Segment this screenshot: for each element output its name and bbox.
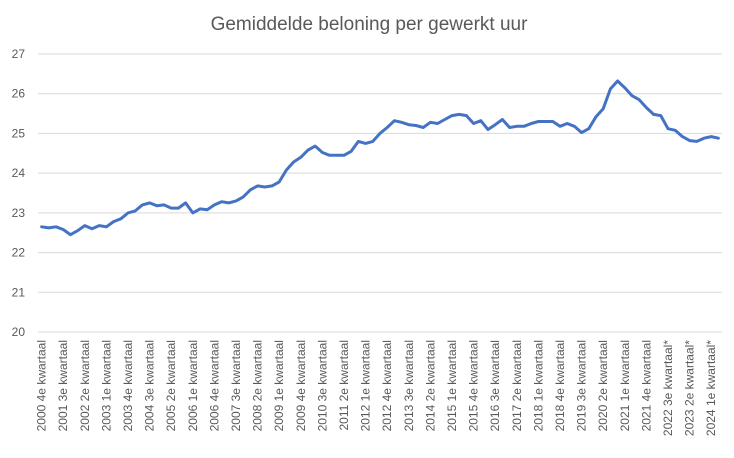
x-tick-label: 2023 2e kwartaal*	[683, 340, 697, 436]
x-tick-label: 2014 2e kwartaal	[423, 340, 437, 431]
x-tick-label: 2012 4e kwartaal	[380, 340, 394, 431]
x-tick-label: 2011 2e kwartaal	[337, 340, 351, 431]
y-tick-label: 22	[12, 246, 26, 260]
data-series	[40, 79, 720, 237]
x-tick-label: 2003 4e kwartaal	[121, 340, 135, 431]
x-tick-label: 2003 1e kwartaal	[99, 340, 113, 431]
x-tick-label: 2001 3e kwartaal	[56, 340, 70, 431]
x-tick-label: 2015 4e kwartaal	[467, 340, 481, 431]
x-tick-label: 2018 1e kwartaal	[531, 340, 545, 431]
x-tick-label: 2010 3e kwartaal	[315, 340, 329, 431]
x-tick-label: 2021 1e kwartaal	[618, 340, 632, 431]
y-tick-label: 24	[12, 166, 26, 180]
series-line	[40, 79, 720, 237]
chart-title: Gemiddelde beloning per gewerkt uur	[211, 14, 529, 35]
x-tick-label: 2005 2e kwartaal	[164, 340, 178, 431]
x-tick-label: 2018 4e kwartaal	[553, 340, 567, 431]
y-tick-label: 23	[12, 206, 26, 220]
x-tick-label: 2012 1e kwartaal	[359, 340, 373, 431]
x-tick-label: 2019 3e kwartaal	[575, 340, 589, 431]
x-tick-label: 2009 4e kwartaal	[294, 340, 308, 431]
x-tick-label: 2000 4e kwartaal	[35, 340, 49, 431]
x-axis-ticks: 2000 4e kwartaal 2001 3e kwartaal 2002 2e …	[35, 340, 719, 436]
x-tick-label: 2022 3e kwartaal*	[661, 340, 675, 436]
x-tick-label: 2004 3e kwartaal	[143, 340, 157, 431]
y-tick-label: 26	[12, 87, 26, 101]
x-tick-label: 2006 4e kwartaal	[207, 340, 221, 431]
y-tick-label: 21	[12, 285, 26, 299]
x-tick-label: 2015 1e kwartaal	[445, 340, 459, 431]
x-tick-label: 2002 2e kwartaal	[78, 340, 92, 431]
x-tick-label: 2016 3e kwartaal	[488, 340, 502, 431]
y-axis-ticks: 20 21 22 23 24 25 26 27	[12, 47, 26, 339]
x-tick-label: 2013 3e kwartaal	[402, 340, 416, 431]
y-tick-label: 20	[12, 325, 26, 339]
x-tick-label: 2024 1e kwartaal*	[704, 340, 718, 436]
x-tick-label: 2020 2e kwartaal	[596, 340, 610, 431]
x-tick-label: 2007 3e kwartaal	[229, 340, 243, 431]
x-tick-label: 2008 2e kwartaal	[251, 340, 265, 431]
y-tick-label: 25	[12, 126, 26, 140]
gridlines	[38, 53, 722, 333]
x-tick-label: 2021 4e kwartaal	[639, 340, 653, 431]
x-tick-label: 2017 2e kwartaal	[510, 340, 524, 431]
y-tick-label: 27	[12, 47, 26, 61]
x-tick-label: 2009 1e kwartaal	[272, 340, 286, 431]
x-tick-label: 2006 1e kwartaal	[186, 340, 200, 431]
